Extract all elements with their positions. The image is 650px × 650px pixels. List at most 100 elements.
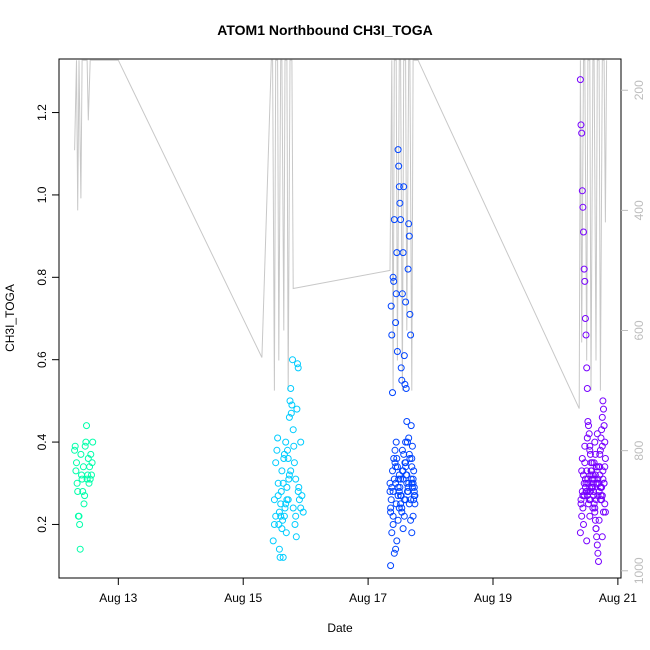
data-point <box>82 438 90 446</box>
data-point <box>593 430 601 438</box>
data-point <box>581 277 589 285</box>
data-point <box>581 442 589 450</box>
data-point <box>397 475 405 483</box>
data-point <box>278 525 286 533</box>
data-point <box>392 463 400 471</box>
data-point <box>89 438 97 446</box>
data-point <box>578 129 586 137</box>
data-point <box>398 504 406 512</box>
data-point <box>72 467 80 475</box>
data-point <box>387 562 395 570</box>
data-point <box>403 479 411 487</box>
data-point <box>290 442 298 450</box>
data-point <box>88 471 95 479</box>
data-point <box>587 467 595 475</box>
data-point <box>395 471 403 479</box>
data-point <box>284 455 292 462</box>
data-point <box>598 533 606 541</box>
data-point <box>287 467 295 475</box>
data-point <box>277 488 285 495</box>
data-point <box>389 273 397 281</box>
data-point <box>390 277 398 285</box>
data-point <box>86 475 94 483</box>
data-point <box>600 508 607 516</box>
x-axis-label: Date <box>327 621 353 635</box>
y-tick-label: 1.2 <box>35 104 49 121</box>
data-point <box>582 331 590 339</box>
data-point <box>406 310 414 318</box>
data-point <box>80 500 88 508</box>
y-tick-label: 0.2 <box>35 516 49 533</box>
data-point <box>397 500 405 508</box>
data-point <box>405 434 413 442</box>
data-point <box>292 475 300 483</box>
x-axis: Aug 13 Aug 15 Aug 17 Aug 19 Aug 21 <box>99 578 637 605</box>
data-point <box>76 545 84 553</box>
data-point <box>75 512 83 520</box>
y2-tick-label: 400 <box>632 200 646 220</box>
y2-tick-label: 1000 <box>632 557 646 584</box>
data-point <box>407 475 415 483</box>
data-point <box>586 442 594 450</box>
data-point <box>598 442 606 450</box>
data-point <box>293 405 301 413</box>
data-point <box>402 385 410 392</box>
x-tick-label: Aug 15 <box>224 591 262 605</box>
data-point <box>581 315 589 322</box>
data-point <box>596 450 604 458</box>
data-point <box>409 512 417 520</box>
data-point <box>584 418 592 425</box>
data-point <box>283 496 291 504</box>
data-point <box>277 512 285 520</box>
data-point <box>410 496 418 504</box>
data-point <box>282 438 290 446</box>
x-tick-label: Aug 13 <box>99 591 137 605</box>
data-point <box>392 545 400 553</box>
data-point <box>586 512 594 520</box>
x-tick-label: Aug 21 <box>599 591 637 605</box>
data-point <box>589 479 597 487</box>
data-point <box>399 475 407 483</box>
data-point <box>280 450 288 458</box>
data-point <box>601 455 609 462</box>
data-point <box>295 483 303 491</box>
data-point <box>407 331 415 339</box>
x-tick-label: Aug 17 <box>349 591 387 605</box>
data-point <box>600 405 607 413</box>
data-point <box>597 434 605 442</box>
data-point <box>598 496 606 504</box>
data-point <box>410 467 418 475</box>
data-point <box>585 496 593 504</box>
data-point <box>88 459 96 467</box>
data-point <box>289 426 297 434</box>
data-point <box>285 413 293 421</box>
data-point <box>600 422 608 430</box>
data-point <box>404 265 412 273</box>
plot-frame <box>58 58 622 579</box>
data-points <box>71 76 609 570</box>
y-axis: 0.2 0.4 0.6 0.8 1.0 1.2 <box>35 104 59 533</box>
data-point <box>390 475 398 483</box>
data-point <box>79 463 87 471</box>
data-point <box>287 385 295 392</box>
data-point <box>389 389 396 397</box>
data-point <box>405 220 413 228</box>
data-point <box>393 348 401 355</box>
data-point <box>593 533 601 541</box>
data-point <box>387 496 395 504</box>
data-point <box>81 492 89 500</box>
data-point <box>577 500 585 508</box>
data-point <box>580 228 587 236</box>
data-point <box>282 500 290 508</box>
data-point <box>405 232 413 240</box>
data-point <box>389 521 397 528</box>
data-point <box>397 364 405 372</box>
data-point <box>591 438 599 446</box>
data-point <box>277 500 285 508</box>
data-point <box>585 430 593 438</box>
y-axis-label: CH3I_TOGA <box>3 284 17 352</box>
data-point <box>589 504 597 512</box>
data-point <box>576 76 584 84</box>
data-point <box>396 199 404 207</box>
